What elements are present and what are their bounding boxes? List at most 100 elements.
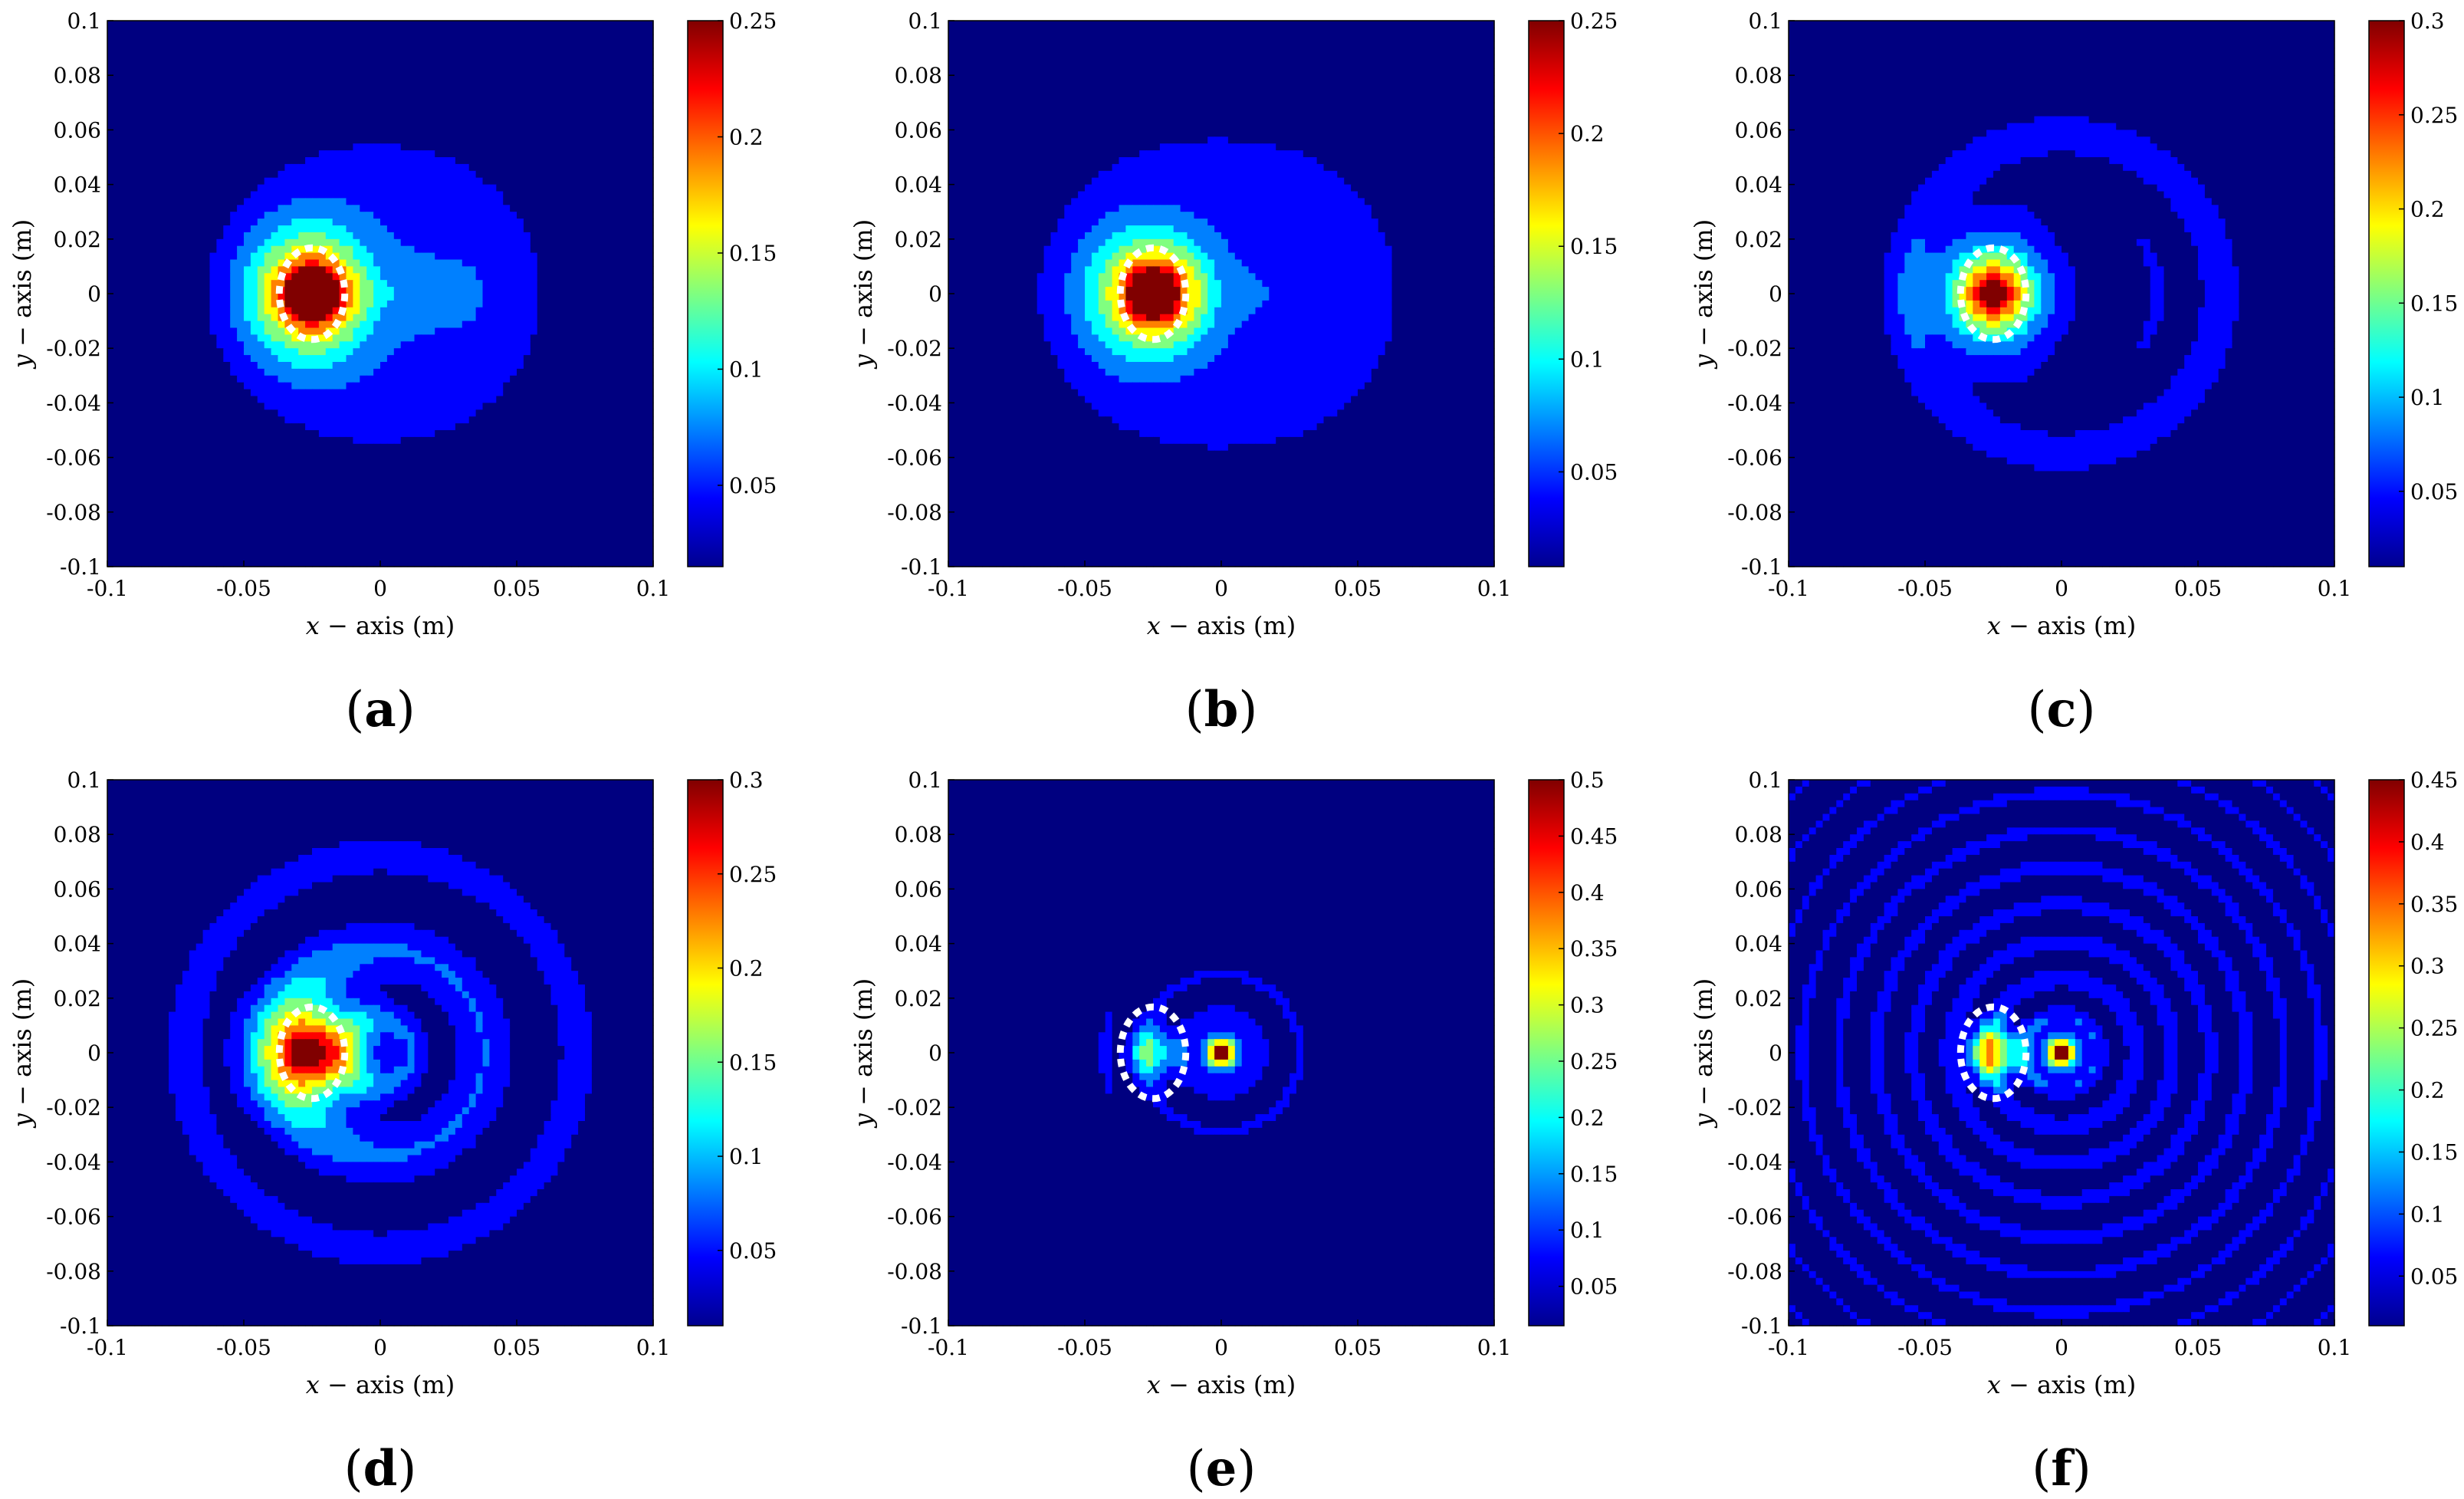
heatmap-cell	[312, 389, 320, 397]
heatmap-cell	[400, 287, 409, 294]
heatmap-cell	[318, 170, 327, 179]
heatmap-cell	[646, 266, 654, 274]
heatmap-cell	[380, 341, 388, 349]
heatmap-cell	[571, 423, 579, 431]
heatmap-cell	[366, 375, 374, 383]
heatmap-cell	[182, 436, 190, 445]
heatmap-cell	[503, 82, 511, 90]
heatmap-cell	[626, 198, 633, 205]
heatmap-cell	[571, 150, 579, 158]
heatmap-cell	[462, 89, 470, 97]
heatmap-cell	[612, 348, 620, 356]
heatmap-cell	[284, 205, 292, 212]
heatmap-cell	[626, 232, 633, 240]
heatmap-cell	[113, 225, 122, 233]
heatmap-cell	[448, 430, 456, 438]
heatmap-cell	[127, 307, 136, 315]
heatmap-cell	[250, 116, 258, 124]
heatmap-cell	[448, 280, 456, 288]
heatmap-cell	[162, 300, 169, 308]
heatmap-cell	[264, 205, 272, 212]
heatmap-cell	[591, 362, 600, 370]
heatmap-cell	[523, 409, 531, 417]
heatmap-cell	[489, 307, 497, 315]
heatmap-cell	[120, 300, 129, 308]
heatmap-cell	[578, 89, 586, 97]
heatmap-cell	[380, 252, 388, 261]
heatmap-cell	[298, 327, 306, 335]
heatmap-cell	[442, 41, 449, 49]
heatmap-cell	[230, 416, 238, 424]
heatmap-cell	[244, 436, 251, 445]
heatmap-cell	[489, 184, 497, 192]
heatmap-cell	[550, 198, 558, 205]
heatmap-cell	[482, 27, 490, 35]
heatmap-cell	[632, 41, 640, 49]
heatmap-cell	[202, 362, 211, 370]
heatmap-cell	[462, 321, 470, 329]
heatmap-cell	[278, 136, 285, 144]
heatmap-cell	[482, 375, 490, 383]
heatmap-cell	[489, 252, 497, 261]
heatmap-cell	[598, 403, 606, 410]
heatmap-cell	[489, 273, 497, 281]
heatmap-cell	[537, 238, 545, 247]
heatmap-cell	[195, 102, 204, 110]
heatmap-cell	[550, 314, 558, 322]
heatmap-cell	[557, 280, 565, 288]
heatmap-cell	[325, 430, 333, 438]
heatmap-cell	[523, 252, 531, 261]
heatmap-cell	[305, 116, 313, 124]
heatmap-cell	[176, 163, 183, 172]
heatmap-cell	[278, 334, 285, 342]
heatmap-cell	[107, 362, 115, 370]
heatmap-cell	[366, 403, 374, 410]
heatmap-cell	[195, 109, 204, 117]
heatmap-cell	[550, 396, 558, 403]
heatmap-cell	[591, 294, 600, 301]
heatmap-cell	[332, 61, 340, 69]
heatmap-cell	[455, 95, 463, 104]
heatmap-cell	[162, 157, 169, 165]
heatmap-cell	[557, 334, 565, 342]
heatmap-cell	[195, 436, 204, 445]
heatmap-cell	[496, 82, 504, 90]
heatmap-cell	[134, 355, 143, 363]
heatmap-cell	[202, 163, 211, 172]
heatmap-cell	[468, 34, 477, 42]
heatmap-cell	[127, 252, 136, 261]
heatmap-cell	[189, 143, 197, 151]
heatmap-cell	[223, 95, 231, 104]
heatmap-cell	[339, 136, 347, 144]
heatmap-cell	[510, 321, 517, 329]
heatmap-cell	[510, 423, 517, 431]
heatmap-cell	[517, 27, 524, 35]
heatmap-cell	[346, 294, 353, 301]
heatmap-cell	[598, 368, 606, 376]
heatmap-cell	[598, 205, 606, 212]
heatmap-cell	[237, 21, 245, 28]
heatmap-cell	[189, 300, 197, 308]
heatmap-cell	[448, 95, 456, 104]
heatmap-cell	[284, 327, 292, 335]
heatmap-cell	[155, 341, 163, 349]
heatmap-cell	[619, 27, 626, 35]
heatmap-cell	[435, 123, 442, 130]
heatmap-cell	[605, 266, 613, 274]
heatmap-cell	[284, 34, 292, 42]
heatmap-cell	[353, 116, 360, 124]
heatmap-cell	[305, 102, 313, 110]
heatmap-cell	[202, 89, 211, 97]
heatmap-cell	[550, 157, 558, 165]
heatmap-cell	[386, 157, 395, 165]
heatmap-cell	[209, 287, 217, 294]
heatmap-cell	[503, 150, 511, 158]
heatmap-cell	[400, 48, 409, 56]
heatmap-cell	[264, 334, 272, 342]
heatmap-cell	[278, 396, 285, 403]
heatmap-cell	[510, 136, 517, 144]
heatmap-cell	[496, 54, 504, 62]
heatmap-cell	[291, 130, 299, 137]
heatmap-cell	[230, 300, 238, 308]
heatmap-cell	[209, 136, 217, 144]
